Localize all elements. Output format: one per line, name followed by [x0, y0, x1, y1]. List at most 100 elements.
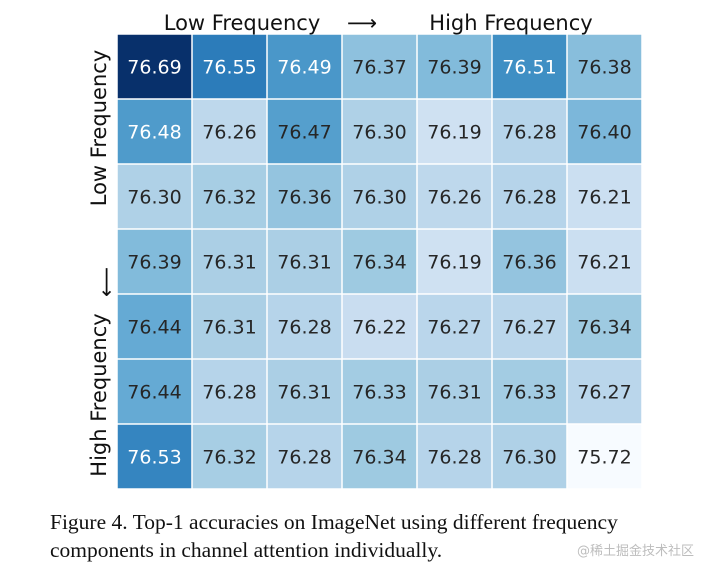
heatmap-figure: 76.69 76.55 76.49 76.37 76.39 76.51 76.38 76.48…: [87, 11, 642, 489]
heatmap-cell-label-r0-c5: 76.51: [502, 57, 556, 79]
heatmap-cell-r0-c6: [567, 34, 642, 99]
heatmap-cell-r0-c5: [492, 34, 567, 99]
heatmap-cell-label-r0-c2: 76.49: [277, 57, 331, 79]
heatmap-cell-r0-c2: [267, 34, 342, 99]
heatmap-cell-label-r4-c4: 76.27: [427, 317, 481, 339]
heatmap-cell-label-r4-c1: 76.31: [202, 317, 256, 339]
heatmap-cell-r3-c6: [567, 229, 642, 294]
heatmap-cell-label-r1-c6: 76.40: [577, 122, 631, 144]
heatmap-cell-r4-c3: [342, 294, 417, 359]
heatmap-cell-label-r2-c3: 76.30: [352, 187, 406, 209]
heatmap-cell-r5-c6: [567, 359, 642, 424]
heatmap-cell-label-r2-c5: 76.28: [502, 187, 556, 209]
heatmap-cell-r0-c1: [192, 34, 267, 99]
heatmap-cell-r6-c6: [567, 424, 642, 489]
heatmap-cell-label-r3-c3: 76.34: [352, 252, 406, 274]
heatmap-cell-r4-c4: [417, 294, 492, 359]
heatmap-cell-r1-c3: [342, 99, 417, 164]
heatmap-cell-r2-c1: [192, 164, 267, 229]
heatmap-cell-label-r4-c3: 76.22: [352, 317, 406, 339]
heatmap-cell-label-r3-c0: 76.39: [127, 252, 181, 274]
heatmap-cell-r1-c5: [492, 99, 567, 164]
heatmap-cell-label-r2-c2: 76.36: [277, 187, 331, 209]
heatmap-cell-r3-c1: [192, 229, 267, 294]
heatmap-cell-label-r2-c4: 76.26: [427, 187, 481, 209]
heatmap-cell-r6-c3: [342, 424, 417, 489]
heatmap-cell-r5-c4: [417, 359, 492, 424]
heatmap-cell-r5-c3: [342, 359, 417, 424]
heatmap-cell-label-r6-c1: 76.32: [202, 447, 256, 469]
heatmap-cell-label-r5-c1: 76.28: [202, 382, 256, 404]
heatmap-cell-labels: 76.69 76.55 76.49 76.37 76.39 76.51 76.38 76.48…: [127, 57, 631, 469]
heatmap-cell-r4-c5: [492, 294, 567, 359]
heatmap-cell-r1-c6: [567, 99, 642, 164]
heatmap-cell-label-r0-c3: 76.37: [352, 57, 406, 79]
heatmap-cell-label-r3-c2: 76.31: [277, 252, 331, 274]
heatmap-cell-r0-c3: [342, 34, 417, 99]
heatmap-cell-r4-c6: [567, 294, 642, 359]
heatmap-cell-label-r1-c5: 76.28: [502, 122, 556, 144]
heatmap-cell-r5-c5: [492, 359, 567, 424]
heatmap-cell-r5-c0: [117, 359, 192, 424]
heatmap-cell-r2-c2: [267, 164, 342, 229]
heatmap-cell-r2-c4: [417, 164, 492, 229]
heatmap-cell-label-r0-c1: 76.55: [202, 57, 256, 79]
heatmap-cell-r1-c1: [192, 99, 267, 164]
heatmap-cell-r4-c2: [267, 294, 342, 359]
heatmap-cell-label-r5-c3: 76.33: [352, 382, 406, 404]
x-axis-label-high: High Frequency: [429, 11, 592, 35]
heatmap-cell-label-r3-c5: 76.36: [502, 252, 556, 274]
watermark: @稀土掘金技术社区: [576, 544, 694, 559]
heatmap-cell-label-r6-c0: 76.53: [127, 447, 181, 469]
heatmap-cell-r3-c0: [117, 229, 192, 294]
heatmap-cell-r0-c0: [117, 34, 192, 99]
y-axis-label-high: High Frequency: [87, 313, 111, 476]
heatmap-cell-label-r0-c6: 76.38: [577, 57, 631, 79]
heatmap-cell-label-r6-c5: 76.30: [502, 447, 556, 469]
heatmap-cell-label-r5-c0: 76.44: [127, 382, 181, 404]
figure-caption: Figure 4. Top-1 accuracies on ImageNet u…: [50, 510, 618, 562]
heatmap-cell-r6-c0: [117, 424, 192, 489]
heatmap-cell-r1-c4: [417, 99, 492, 164]
heatmap-cell-r6-c4: [417, 424, 492, 489]
heatmap-cell-r6-c1: [192, 424, 267, 489]
heatmap-cell-label-r5-c6: 76.27: [577, 382, 631, 404]
heatmap-cell-r6-c2: [267, 424, 342, 489]
heatmap-cell-label-r5-c2: 76.31: [277, 382, 331, 404]
x-axis-label-low: Low Frequency: [164, 11, 321, 35]
y-axis-arrow: ⟶: [95, 267, 119, 297]
heatmap-cell-label-r2-c1: 76.32: [202, 187, 256, 209]
x-axis-arrow: ⟶: [347, 11, 377, 35]
heatmap-cell-label-r1-c1: 76.26: [202, 122, 256, 144]
heatmap-cell-label-r4-c5: 76.27: [502, 317, 556, 339]
heatmap-cell-r3-c2: [267, 229, 342, 294]
heatmap-cell-label-r1-c2: 76.47: [277, 122, 331, 144]
heatmap-cell-label-r3-c6: 76.21: [577, 252, 631, 274]
heatmap-cell-label-r1-c3: 76.30: [352, 122, 406, 144]
heatmap-cell-r3-c4: [417, 229, 492, 294]
heatmap-cell-r1-c0: [117, 99, 192, 164]
heatmap-cell-r0-c4: [417, 34, 492, 99]
heatmap-cell-label-r6-c6: 75.72: [577, 447, 631, 469]
heatmap-cells: [117, 34, 642, 489]
heatmap-cell-label-r1-c4: 76.19: [427, 122, 481, 144]
heatmap-cell-label-r6-c4: 76.28: [427, 447, 481, 469]
heatmap-cell-r5-c2: [267, 359, 342, 424]
heatmap-cell-r6-c5: [492, 424, 567, 489]
heatmap-cell-label-r5-c4: 76.31: [427, 382, 481, 404]
heatmap-cell-label-r2-c6: 76.21: [577, 187, 631, 209]
heatmap-cell-label-r0-c4: 76.39: [427, 57, 481, 79]
heatmap-cell-r2-c5: [492, 164, 567, 229]
heatmap-cell-label-r4-c0: 76.44: [127, 317, 181, 339]
heatmap-cell-r3-c3: [342, 229, 417, 294]
heatmap-cell-r2-c3: [342, 164, 417, 229]
y-axis-label-low: Low Frequency: [87, 50, 111, 207]
heatmap-cell-r2-c6: [567, 164, 642, 229]
heatmap-cell-label-r4-c6: 76.34: [577, 317, 631, 339]
heatmap-cell-r3-c5: [492, 229, 567, 294]
heatmap-cell-r2-c0: [117, 164, 192, 229]
heatmap-cell-label-r5-c5: 76.33: [502, 382, 556, 404]
heatmap-cell-label-r3-c1: 76.31: [202, 252, 256, 274]
heatmap-cell-label-r6-c2: 76.28: [277, 447, 331, 469]
heatmap-cell-label-r2-c0: 76.30: [127, 187, 181, 209]
